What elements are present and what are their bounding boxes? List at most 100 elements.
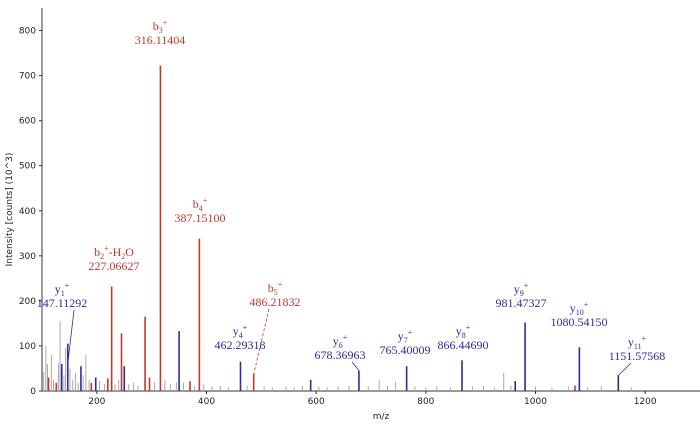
ion-letter: y: [233, 324, 239, 338]
leader-line: [253, 308, 270, 374]
leader-line: [67, 309, 75, 364]
ion-charge: +: [104, 244, 109, 253]
y-tick-label: 0: [30, 387, 36, 397]
y-tick-label: 800: [19, 27, 36, 37]
ion-letter: b: [94, 245, 100, 259]
annotation-y11: y11+1151.57568: [609, 334, 666, 376]
ion-charge: +: [243, 323, 248, 332]
ion-mz: 1080.54150: [551, 315, 608, 329]
ion-charge: +: [584, 300, 589, 309]
ion-charge: +: [408, 328, 413, 337]
ion-label: y7+: [398, 328, 413, 345]
ion-charge: +: [203, 196, 208, 205]
ion-mz: 147.11292: [37, 296, 88, 310]
annotation-y7: y7+765.40009: [380, 328, 431, 357]
ion-letter: y: [333, 334, 339, 348]
annotation-b5: b5+486.21832: [250, 280, 301, 374]
ion-mz: 387.15100: [175, 211, 226, 225]
x-tick-label: 800: [417, 397, 434, 407]
annotation-y1: y1+147.11292: [37, 281, 88, 364]
ion-letter: y: [570, 301, 576, 315]
x-tick-label: 1000: [524, 397, 547, 407]
ion-index: 10: [576, 308, 584, 317]
y-axis-label: Intensity [counts] (10^3): [5, 153, 15, 267]
x-axis-label: m/z: [373, 412, 390, 422]
ion-label: y9+: [514, 281, 529, 298]
y-tick-label: 100: [19, 342, 36, 352]
ion-index: 5: [274, 288, 278, 297]
ion-label: b3+: [153, 18, 168, 35]
ion-index: 9: [520, 289, 524, 298]
ion-charge: +: [65, 281, 70, 290]
annotation-b3: b3+316.11404: [135, 18, 186, 47]
ion-mz: 227.06627: [89, 259, 140, 273]
ion-suffix: -H: [109, 245, 122, 259]
annotation-y4: y4+462.29318: [215, 323, 266, 352]
ion-label: y6+: [333, 333, 348, 350]
ion-letter: y: [628, 335, 634, 349]
ion-mz: 678.36963: [315, 348, 366, 362]
ion-index: 6: [339, 341, 343, 350]
ion-index: 3: [159, 26, 163, 35]
y-tick-label: 200: [19, 297, 36, 307]
ion-index: 11: [634, 342, 642, 351]
ion-mz: 1151.57568: [609, 349, 666, 363]
x-tick-label: 1200: [634, 397, 657, 407]
ion-index: 8: [462, 331, 466, 340]
y-tick-label: 300: [19, 252, 36, 262]
ion-letter: y: [398, 329, 404, 343]
ion-mz: 462.29318: [215, 338, 266, 352]
ion-mz: 866.44690: [438, 338, 489, 352]
ion-index: 4: [199, 204, 203, 213]
ion-mz: 765.40009: [380, 343, 431, 357]
ion-label: b2+-H2O: [94, 244, 134, 261]
y-tick-label: 500: [19, 162, 36, 172]
ion-letter: y: [55, 282, 61, 296]
ion-label: y11+: [628, 334, 647, 351]
annotation-y9: y9+981.47327: [496, 281, 547, 310]
ion-mz: 486.21832: [250, 295, 301, 309]
ion-label: y4+: [233, 323, 248, 340]
annotation-y10: y10+1080.54150: [551, 300, 608, 329]
ion-label: b5+: [268, 280, 283, 297]
ion-letter: y: [456, 324, 462, 338]
ion-index: 2: [100, 252, 104, 261]
ion-mz: 316.11404: [135, 33, 186, 47]
annotation-y6: y6+678.36963: [315, 333, 366, 371]
x-tick-label: 600: [308, 397, 325, 407]
ion-suffix-sub: 2: [121, 252, 125, 261]
ion-index: 1: [61, 289, 65, 298]
y-tick-label: 400: [19, 207, 36, 217]
ion-charge: +: [343, 333, 348, 342]
ion-charge: +: [278, 280, 283, 289]
ion-index: 7: [404, 336, 408, 345]
ion-letter: b: [268, 281, 274, 295]
ion-letter: b: [153, 19, 159, 33]
ion-charge: +: [524, 281, 529, 290]
axes: 0 100 200 300 400 500 600 700 800 200 400 600 800 100…: [19, 8, 700, 407]
x-tick-label: 200: [88, 397, 105, 407]
ion-charge: +: [642, 334, 647, 343]
ion-charge: +: [466, 323, 471, 332]
ion-label: y1+: [55, 281, 70, 298]
annotation-b4: b4+387.15100: [175, 196, 226, 225]
annotation-y8: y8+866.44690: [438, 323, 489, 352]
ion-index: 4: [239, 331, 243, 340]
ion-mz: 981.47327: [496, 296, 547, 310]
ion-label: b4+: [193, 196, 208, 213]
ion-letter: y: [514, 282, 520, 296]
peak-annotations: y1+147.11292b2+-H2O227.06627b3+316.11404…: [37, 18, 666, 376]
ion-label: y10+: [570, 300, 589, 317]
y-tick-label: 700: [19, 72, 36, 82]
x-tick-label: 400: [198, 397, 215, 407]
peaks: [43, 65, 632, 391]
leader-line: [618, 362, 632, 376]
y-tick-label: 600: [19, 117, 36, 127]
ion-charge: +: [163, 18, 168, 27]
ion-label: y8+: [456, 323, 471, 340]
ion-letter: b: [193, 197, 199, 211]
leader-line: [351, 361, 360, 371]
ion-suffix-end: O: [125, 245, 134, 259]
